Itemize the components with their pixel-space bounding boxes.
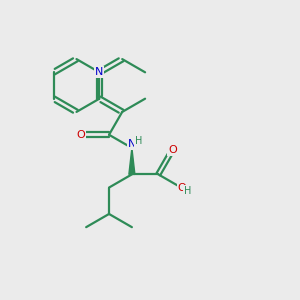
Text: N: N: [128, 140, 137, 149]
Text: N: N: [95, 67, 103, 77]
Text: O: O: [76, 130, 85, 140]
Text: O: O: [178, 184, 186, 194]
Polygon shape: [129, 148, 135, 174]
Text: H: H: [184, 186, 191, 196]
Text: O: O: [168, 145, 177, 155]
Text: H: H: [135, 136, 142, 146]
